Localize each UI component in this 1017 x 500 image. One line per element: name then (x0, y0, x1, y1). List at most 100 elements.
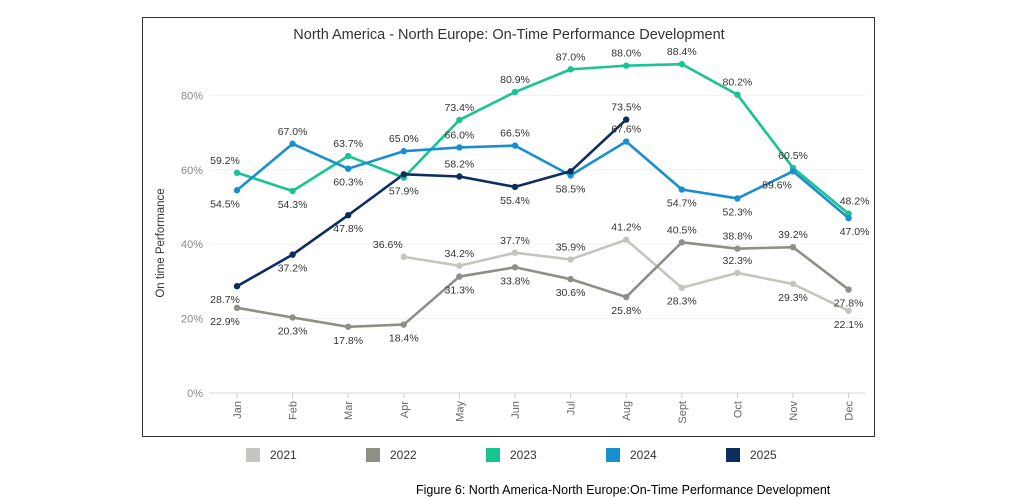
legend-item-2021[interactable]: 2021 (246, 448, 297, 462)
data-point-2023[interactable] (289, 187, 296, 195)
data-label-2023: 73.4% (445, 102, 475, 114)
legend-swatch-2023 (486, 448, 500, 462)
data-point-2021[interactable] (400, 253, 407, 261)
legend-label-2025: 2025 (750, 448, 777, 462)
data-label-2025: 37.2% (278, 263, 308, 275)
data-point-2024[interactable] (289, 140, 296, 147)
series-line-2022 (235, 241, 850, 329)
y-tick-label: 20% (181, 314, 203, 326)
data-point-2023[interactable] (345, 152, 352, 160)
data-point-2025[interactable] (567, 168, 574, 175)
data-point-2025[interactable] (511, 183, 519, 191)
data-label-2021: 37.7% (500, 235, 530, 247)
x-tick-label: Jul (566, 401, 578, 415)
data-label-2023: 59.2% (210, 155, 240, 167)
data-point-2024[interactable] (345, 165, 352, 172)
data-point-2024[interactable] (678, 186, 685, 193)
data-label-2023: 63.7% (333, 138, 363, 150)
legend-item-2022[interactable]: 2022 (366, 448, 417, 462)
data-point-2025[interactable] (289, 251, 296, 258)
data-label-2021: 36.6% (373, 239, 403, 251)
data-label-2021: 28.3% (667, 296, 697, 308)
data-point-2021[interactable] (511, 249, 519, 256)
data-label-2024: 54.5% (210, 198, 240, 210)
legend-item-2023[interactable]: 2023 (486, 448, 537, 462)
data-point-2022[interactable] (400, 321, 407, 328)
x-tick-label: Feb (288, 401, 300, 420)
data-point-2023[interactable] (734, 91, 741, 98)
data-point-2021[interactable] (456, 262, 463, 269)
data-label-2022: 30.6% (556, 287, 586, 299)
data-label-2021: 35.9% (556, 241, 586, 253)
chart-frame: North America - North Europe: On-Time Pe… (142, 17, 875, 437)
x-tick-label: Dec (844, 401, 856, 421)
data-label-2023: 48.2% (840, 196, 870, 208)
data-point-2023[interactable] (511, 88, 519, 96)
data-point-2025[interactable] (345, 211, 352, 219)
data-label-2022: 18.4% (389, 333, 419, 345)
x-tick-label: Apr (399, 401, 411, 418)
figure-caption: Figure 6: North America-North Europe:On-… (416, 483, 831, 497)
data-point-2023[interactable] (623, 62, 630, 69)
data-point-2025[interactable] (400, 171, 407, 178)
data-point-2021[interactable] (678, 284, 685, 291)
legend-label-2024: 2024 (630, 448, 657, 462)
data-point-2022[interactable] (789, 243, 797, 251)
data-point-2023[interactable] (567, 66, 574, 73)
data-point-2022[interactable] (289, 314, 296, 321)
data-label-2021: 34.2% (445, 248, 475, 260)
data-point-2025[interactable] (456, 173, 463, 180)
data-point-2024[interactable] (456, 144, 463, 151)
data-label-2024: 54.7% (667, 198, 697, 210)
x-tick-label: Oct (732, 401, 744, 418)
data-point-2025[interactable] (623, 116, 630, 123)
legend-item-2025[interactable]: 2025 (726, 448, 777, 462)
data-point-2023[interactable] (845, 210, 852, 217)
series-line-2025 (235, 118, 628, 288)
data-point-2024[interactable] (623, 138, 630, 145)
data-point-2022[interactable] (511, 264, 519, 271)
data-point-2024[interactable] (233, 187, 241, 194)
x-tick-label: Aug (621, 401, 633, 421)
data-point-2022[interactable] (233, 304, 241, 312)
data-label-2021: 22.1% (834, 319, 864, 331)
data-point-2022[interactable] (623, 293, 630, 301)
data-point-2022[interactable] (845, 286, 852, 293)
data-point-2023[interactable] (456, 116, 463, 124)
data-point-2025[interactable] (233, 283, 241, 290)
data-point-2022[interactable] (678, 239, 685, 246)
data-point-2022[interactable] (345, 323, 352, 330)
series-line-2023 (235, 62, 850, 215)
data-label-2024: 65.0% (389, 133, 419, 145)
data-point-2022[interactable] (734, 245, 741, 252)
data-label-2024: 67.6% (611, 124, 641, 136)
legend-swatch-2024 (606, 448, 620, 462)
data-point-2021[interactable] (845, 307, 852, 314)
data-point-2023[interactable] (678, 60, 685, 68)
data-point-2024[interactable] (734, 195, 741, 202)
data-point-2021[interactable] (623, 236, 630, 243)
legend-item-2024[interactable]: 2024 (606, 448, 657, 462)
x-tick-label: Mar (343, 401, 355, 420)
data-label-2022: 31.3% (445, 285, 475, 297)
series-line-2024 (235, 140, 850, 220)
data-label-2023: 60.5% (778, 150, 808, 162)
y-tick-label: 60% (181, 165, 203, 177)
data-label-2022: 27.8% (834, 298, 864, 310)
chart-title: North America - North Europe: On-Time Pe… (293, 27, 724, 43)
data-label-2023: 88.0% (611, 48, 641, 60)
data-point-2022[interactable] (456, 273, 463, 280)
data-point-2024[interactable] (789, 168, 797, 175)
data-point-2024[interactable] (400, 148, 407, 155)
data-point-2021[interactable] (567, 256, 574, 263)
data-point-2021[interactable] (734, 269, 741, 277)
data-label-2023: 88.4% (667, 46, 697, 58)
data-point-2022[interactable] (567, 275, 574, 283)
data-point-2023[interactable] (233, 169, 241, 176)
data-point-2021[interactable] (789, 280, 797, 288)
data-point-2024[interactable] (845, 214, 852, 222)
data-label-2022: 33.8% (500, 275, 530, 287)
data-label-2022: 38.8% (723, 231, 753, 243)
data-point-2024[interactable] (511, 142, 519, 149)
legend-label-2022: 2022 (390, 448, 417, 462)
